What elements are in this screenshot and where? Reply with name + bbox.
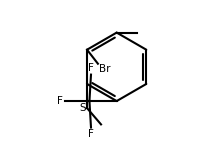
Text: F: F	[88, 129, 94, 139]
Text: F: F	[88, 63, 94, 73]
Text: F: F	[57, 96, 63, 106]
Text: Br: Br	[99, 65, 110, 74]
Text: S: S	[80, 103, 86, 113]
